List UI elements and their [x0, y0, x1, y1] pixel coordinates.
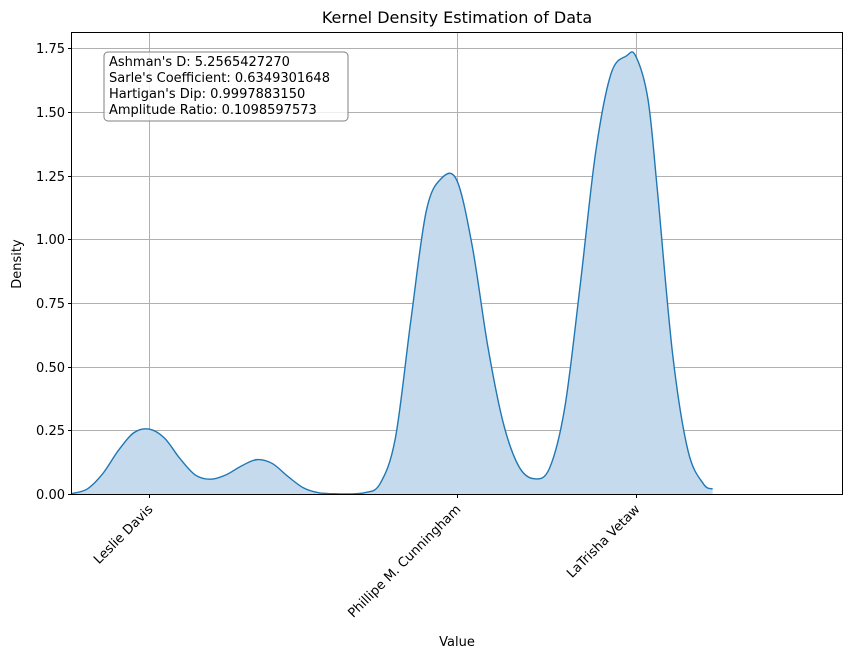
stat-sarles-coefficient: Sarle's Coefficient: 0.6349301648: [109, 71, 330, 86]
y-axis: 0.00 0.25 0.50 0.75 1.00 1.25 1.50 1.75: [36, 42, 72, 503]
x-axis: Leslie Davis Phillipe M. Cunningham LaTris…: [91, 494, 644, 621]
density-area: [72, 51, 713, 494]
y-tick-label: 1.50: [36, 106, 65, 121]
y-tick-label: 0.75: [36, 297, 65, 312]
stat-hartigans-dip: Hartigan's Dip: 0.9997883150: [109, 87, 305, 102]
x-axis-label: Value: [439, 635, 475, 650]
plot-area: [71, 51, 713, 495]
y-tick-label: 1.25: [36, 170, 65, 185]
stat-ashmans-d: Ashman's D: 5.2565427270: [109, 55, 290, 70]
x-tick-label: Leslie Davis: [91, 502, 156, 567]
y-tick-label: 0.25: [36, 424, 65, 439]
y-tick-label: 1.00: [36, 233, 65, 248]
x-tick-label: LaTrisha Vetaw: [564, 502, 643, 581]
y-tick-label: 1.75: [36, 42, 65, 57]
y-tick-label: 0.50: [36, 361, 65, 376]
stat-amplitude-ratio: Amplitude Ratio: 0.1098597573: [109, 103, 317, 118]
stats-box: Ashman's D: 5.2565427270 Sarle's Coeffic…: [103, 51, 349, 122]
chart-title: Kernel Density Estimation of Data: [322, 8, 592, 27]
y-tick-label: 0.00: [36, 488, 65, 503]
x-tick-label: Phillipe M. Cunningham: [345, 502, 464, 621]
stats-box-frame: [103, 51, 349, 122]
y-axis-label: Density: [10, 239, 25, 289]
density-line: [71, 51, 713, 495]
